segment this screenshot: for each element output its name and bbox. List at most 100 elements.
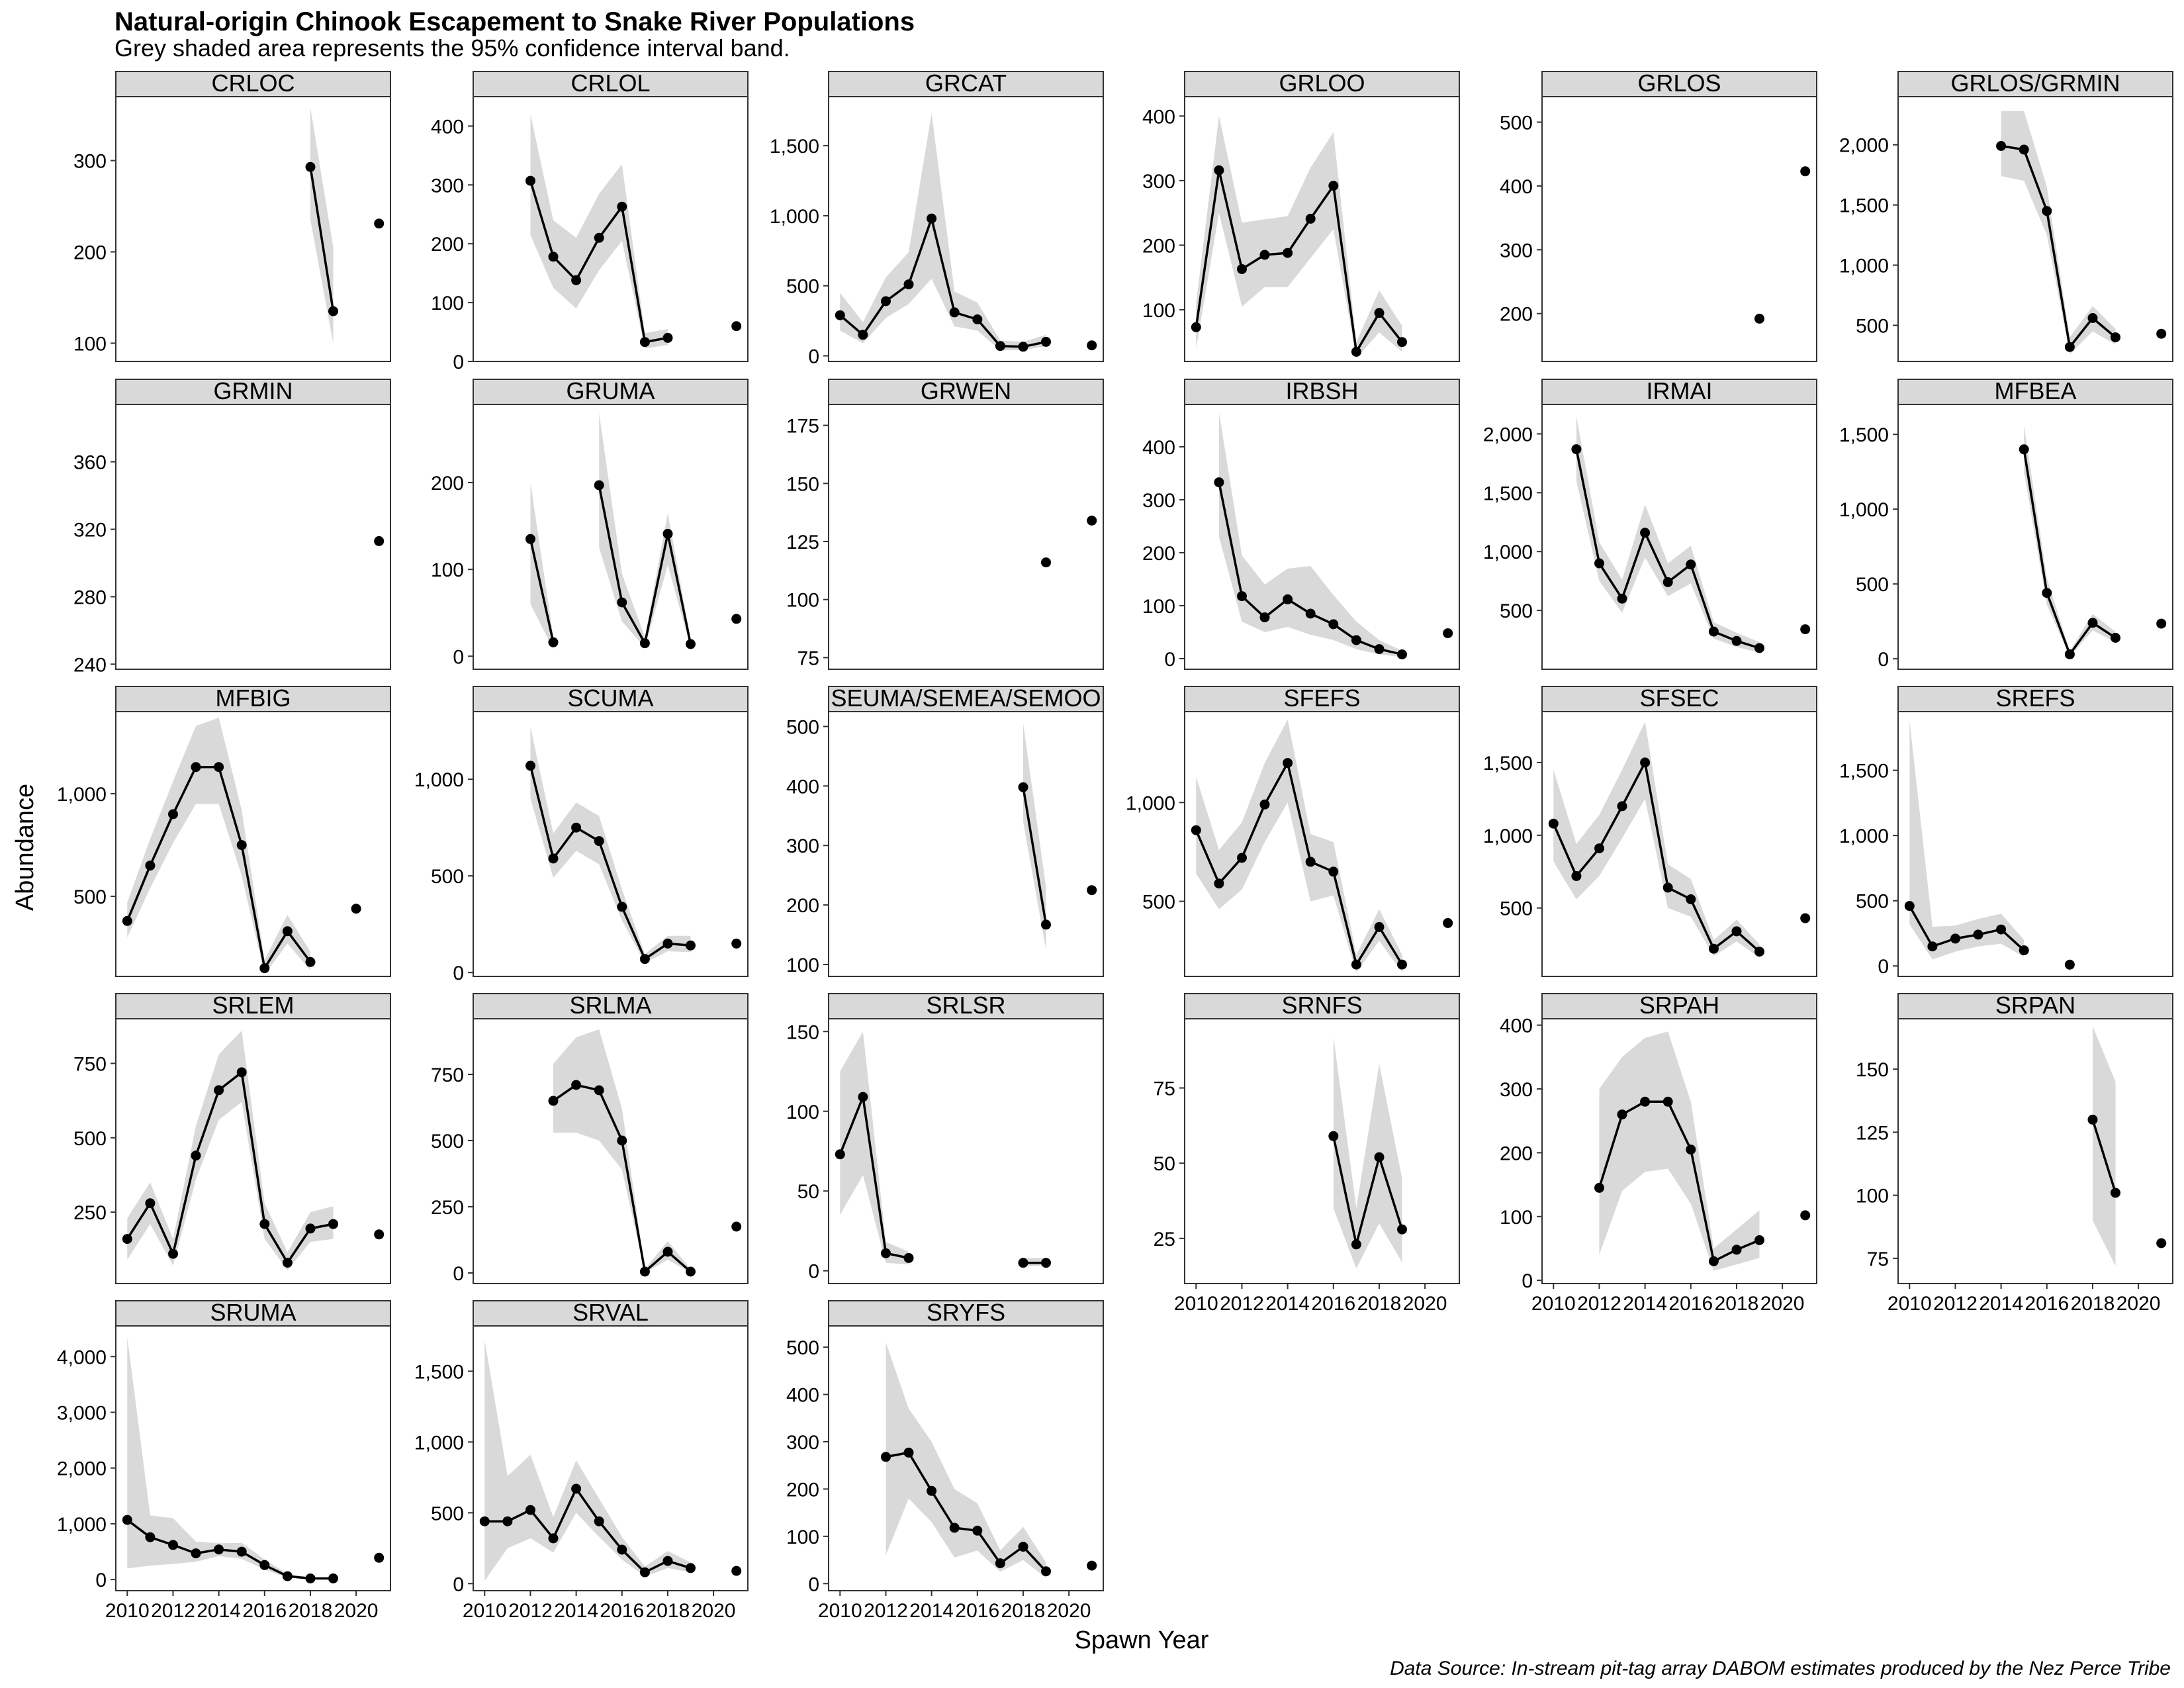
- x-tick-label: 2012: [151, 1600, 195, 1622]
- plot-area: [1548, 722, 1811, 958]
- data-point: [858, 1092, 868, 1102]
- data-point: [1754, 1235, 1764, 1245]
- data-point: [525, 1505, 535, 1515]
- data-point: [1259, 612, 1270, 623]
- data-point: [1686, 894, 1696, 904]
- facet-strip: [473, 379, 749, 405]
- ci-band: [127, 1336, 334, 1579]
- series-line: [1195, 169, 1403, 353]
- y-tick-label: 1,000: [57, 1514, 107, 1536]
- facet-strip-label: SEUMA/SEMEA/SEMOO: [831, 684, 1101, 712]
- y-tick-label: 100: [1500, 1207, 1533, 1229]
- data-point: [1283, 248, 1293, 258]
- data-point: [1351, 1239, 1361, 1250]
- data-point: [617, 201, 627, 212]
- y-tick-label: 500: [73, 886, 107, 908]
- x-tick-label: 2020: [1760, 1293, 1805, 1315]
- x-tick-label: 2014: [909, 1600, 954, 1622]
- facet-strip-label: SRUMA: [210, 1299, 296, 1326]
- ci-band: [840, 113, 1046, 351]
- y-tick-label: 240: [73, 654, 107, 676]
- y-tick-label: 200: [431, 234, 464, 256]
- panel-border: [1541, 96, 1817, 362]
- data-point: [1214, 165, 1224, 175]
- chart-subtitle: Grey shaded area represents the 95% conf…: [114, 34, 790, 62]
- facet-strip: [115, 993, 391, 1019]
- y-tick-label: 300: [786, 835, 819, 857]
- y-tick-label: 0: [1522, 1270, 1533, 1292]
- x-tick-label: 2018: [289, 1600, 333, 1622]
- data-point: [145, 861, 156, 871]
- facet-strip: [828, 379, 1104, 405]
- data-point: [214, 1544, 224, 1555]
- y-tick-label: 75: [1154, 1078, 1175, 1100]
- data-point: [1041, 1566, 1051, 1577]
- plot-area: [525, 114, 742, 349]
- data-point: [1662, 882, 1673, 893]
- series-line: [1575, 449, 1760, 649]
- data-point: [502, 1516, 513, 1526]
- data-point: [214, 1085, 224, 1096]
- data-point: [1237, 591, 1247, 602]
- plot-area: [1754, 166, 1811, 324]
- data-point: [1259, 250, 1270, 260]
- facet-strip: [115, 1300, 391, 1327]
- y-tick-label: 1,000: [57, 784, 107, 806]
- facet-strip: [1184, 686, 1460, 712]
- data-point: [571, 1080, 582, 1090]
- x-tick-label: 2018: [1357, 1293, 1402, 1315]
- data-point: [305, 162, 316, 172]
- data-point: [731, 938, 742, 949]
- data-point: [1973, 929, 1983, 940]
- data-point: [1950, 933, 1960, 944]
- y-tick-label: 4,000: [57, 1346, 107, 1368]
- facet-strip: [1541, 71, 1817, 97]
- data-point: [1904, 901, 1915, 912]
- panel-mfbig: MFBIG 500 1,000: [57, 686, 391, 977]
- y-tick-label: 500: [1856, 574, 1889, 596]
- y-tick-label: 100: [431, 559, 464, 581]
- y-tick-label: 200: [786, 1479, 819, 1501]
- data-point: [1305, 213, 1316, 224]
- plot-area: [1018, 724, 1097, 950]
- x-tick-label: 2010: [463, 1600, 507, 1622]
- x-tick-label: 2010: [105, 1600, 150, 1622]
- panel-scuma: SCUMA 0 500 1,000: [414, 686, 749, 984]
- panel-border: [1541, 1018, 1817, 1284]
- data-point: [1041, 1258, 1051, 1268]
- y-tick-label: 100: [786, 590, 819, 612]
- data-point: [1927, 941, 1938, 952]
- y-tick-label: 1,000: [1483, 825, 1533, 847]
- data-point: [1041, 336, 1051, 347]
- data-point: [731, 614, 742, 624]
- plot-area: [2019, 425, 2167, 659]
- x-tick-label: 2020: [1403, 1293, 1447, 1315]
- panel-grwen: GRWEN 75 100 125 150 175: [786, 379, 1104, 670]
- plot-area: [305, 107, 385, 344]
- data-point: [2156, 618, 2167, 629]
- data-point: [1283, 758, 1293, 769]
- plot-area: [1041, 515, 1097, 568]
- data-point: [168, 809, 178, 820]
- plot-area: [881, 1342, 1097, 1578]
- data-point: [835, 310, 845, 320]
- x-tick-label: 2016: [600, 1600, 644, 1622]
- y-tick-label: 125: [1856, 1122, 1889, 1144]
- x-tick-label: 2010: [1174, 1293, 1218, 1315]
- panel-mfbea: MFBEA 0 500 1,000 1,500: [1839, 379, 2173, 671]
- y-tick-label: 400: [786, 776, 819, 798]
- y-tick-label: 200: [1142, 235, 1175, 257]
- y-tick-label: 500: [1856, 315, 1889, 337]
- panel-sryfs: SRYFS 0 100 200 300 400 500 2010 2012 2014 2016 201…: [786, 1300, 1104, 1622]
- ci-band: [840, 1031, 909, 1265]
- data-point: [972, 314, 983, 324]
- data-point: [168, 1540, 178, 1550]
- facet-strip-label: SRLEM: [212, 992, 294, 1019]
- data-point: [1731, 926, 1742, 937]
- data-point: [617, 1135, 627, 1146]
- facet-strip-label: GRLOS: [1637, 70, 1721, 97]
- y-tick-label: 1,000: [1839, 825, 1889, 847]
- data-point: [525, 761, 535, 771]
- x-tick-label: 2016: [955, 1600, 999, 1622]
- data-point: [1731, 1244, 1742, 1255]
